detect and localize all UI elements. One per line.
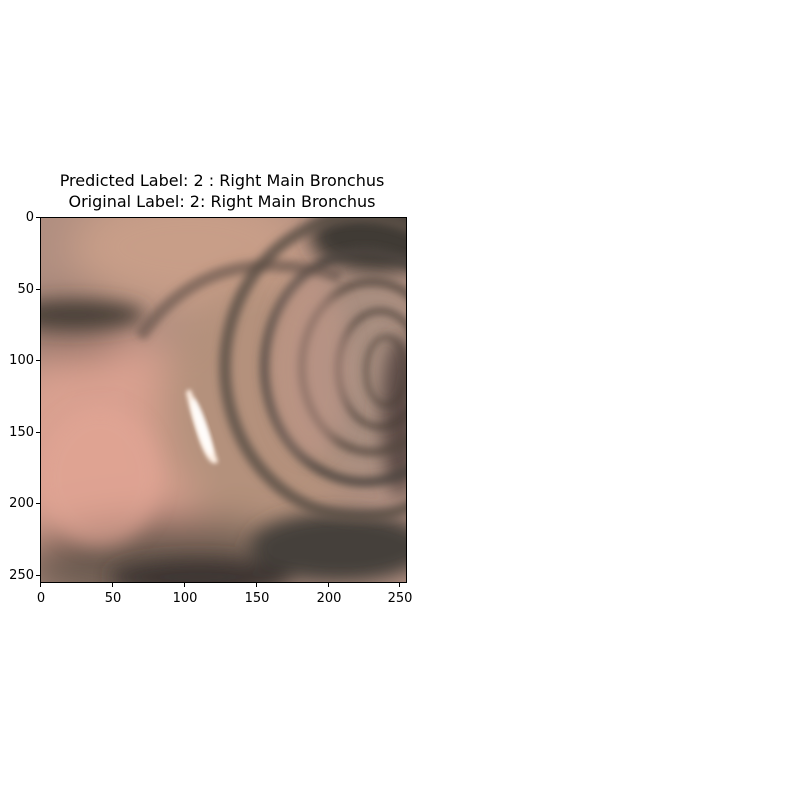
x-tick-label: 200 bbox=[316, 591, 342, 606]
x-tick-label: 50 bbox=[104, 591, 122, 606]
title-line-predicted: Predicted Label: 2 : Right Main Bronchus bbox=[59, 171, 385, 190]
title-line-original: Original Label: 2: Right Main Bronchus bbox=[68, 192, 376, 211]
y-tick-label: 200 bbox=[9, 496, 34, 511]
y-tick-label: 250 bbox=[9, 568, 34, 583]
x-tick-label: 250 bbox=[387, 591, 413, 606]
y-tick-label: 150 bbox=[9, 425, 34, 440]
y-tick-label: 100 bbox=[9, 353, 34, 368]
bronchoscopy-image bbox=[40, 217, 407, 583]
y-tick-label: 0 bbox=[25, 210, 34, 225]
x-tick-label: 150 bbox=[244, 591, 270, 606]
x-tick-label: 0 bbox=[36, 591, 46, 606]
x-tick-label: 100 bbox=[172, 591, 198, 606]
y-tick-label: 50 bbox=[17, 282, 34, 297]
